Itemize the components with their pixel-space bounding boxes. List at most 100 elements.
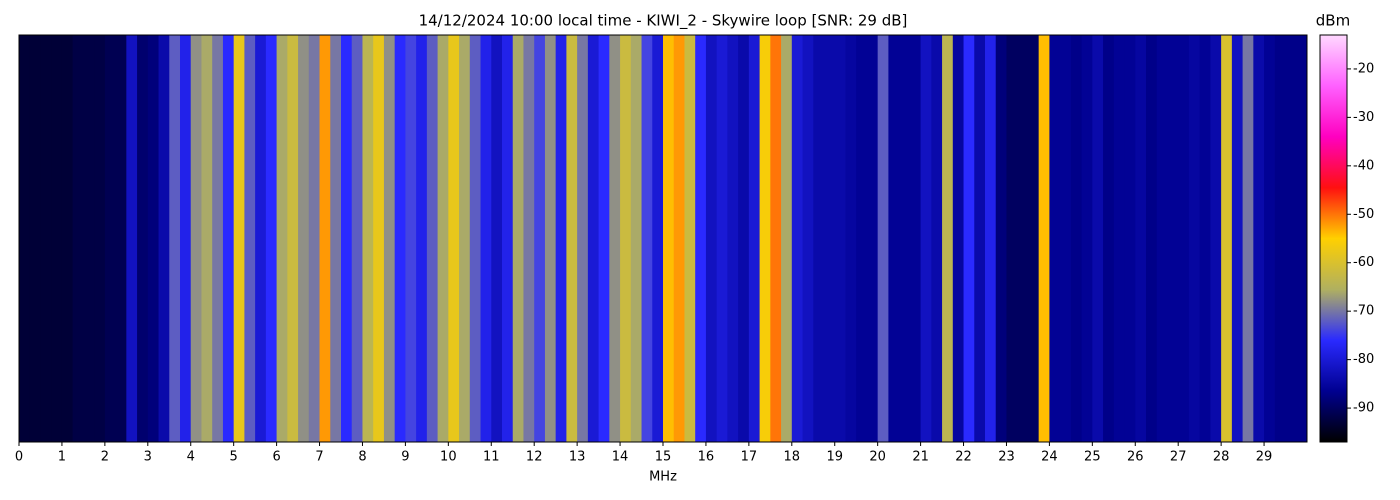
heatmap-cell [1285, 35, 1297, 442]
heatmap-cell [534, 35, 546, 442]
heatmap-cell [319, 35, 331, 442]
chart-title: 14/12/2024 10:00 local time - KIWI_2 - S… [419, 12, 908, 31]
x-tick-label: 18 [784, 450, 801, 465]
heatmap-cell [523, 35, 535, 442]
heatmap-cell [1017, 35, 1029, 442]
heatmap-cell [652, 35, 664, 442]
heatmap-cell [1231, 35, 1244, 442]
x-tick-label: 8 [358, 450, 366, 465]
heatmap-cell [51, 35, 63, 442]
heatmap-cell [426, 35, 439, 442]
x-tick-label: 15 [655, 450, 672, 465]
heatmap-cell [437, 35, 449, 442]
heatmap-cell [577, 35, 589, 442]
heatmap-cell [877, 35, 889, 442]
heatmap-cell [1146, 35, 1158, 442]
heatmap-cell [137, 35, 149, 442]
x-tick-label: 22 [955, 450, 972, 465]
x-tick-label: 2 [101, 450, 109, 465]
heatmap-cell [491, 35, 503, 442]
heatmap-cell [609, 35, 621, 442]
heatmap-cell [298, 35, 310, 442]
heatmap-cell [1221, 35, 1233, 442]
heatmap-cell [212, 35, 224, 442]
heatmap-cell [1167, 35, 1179, 442]
heatmap-cell [856, 35, 868, 442]
heatmap-cell [222, 35, 235, 442]
heatmap-cell [19, 35, 31, 442]
heatmap-cell [1060, 35, 1072, 442]
heatmap-cell [566, 35, 578, 442]
heatmap-cell [813, 35, 825, 442]
heatmap-cell [888, 35, 900, 442]
x-tick-label: 28 [1213, 450, 1230, 465]
x-tick-label: 13 [569, 450, 586, 465]
x-tick-label: 26 [1127, 450, 1144, 465]
heatmap-cell [233, 35, 245, 442]
heatmap-cell [1264, 35, 1276, 442]
heatmap-cell [1113, 35, 1126, 442]
x-tick-label: 5 [230, 450, 238, 465]
heatmap-cell [416, 35, 428, 442]
heatmap-cell [104, 35, 117, 442]
heatmap-cell [684, 35, 696, 442]
heatmap-cell [72, 35, 84, 442]
heatmap-cell [834, 35, 846, 442]
heatmap-cell [1092, 35, 1104, 442]
heatmap-cell [115, 35, 127, 442]
heatmap-cell [1199, 35, 1211, 442]
heatmap-cell [1124, 35, 1136, 442]
x-tick-label: 16 [698, 450, 715, 465]
x-tick-label: 21 [912, 450, 929, 465]
heatmap-cell [158, 35, 170, 442]
heatmap-cell [759, 35, 771, 442]
heatmap-cell [1081, 35, 1093, 442]
colorbar-tick-label: -40 [1353, 158, 1374, 173]
colorbar [1319, 34, 1348, 443]
x-tick-label: 25 [1084, 450, 1101, 465]
heatmap-cell [985, 35, 997, 442]
heatmap-cell [942, 35, 954, 442]
heatmap-cell [845, 35, 857, 442]
heatmap-cell [587, 35, 600, 442]
heatmap-cell [330, 35, 342, 442]
heatmap-cell [201, 35, 213, 442]
heatmap-cell [83, 35, 95, 442]
heatmap-cell [459, 35, 471, 442]
heatmap-cell [383, 35, 396, 442]
heatmap-cell [40, 35, 52, 442]
x-tick-label: 27 [1170, 450, 1187, 465]
heatmap-cell [802, 35, 814, 442]
heatmap-cell [1049, 35, 1061, 442]
colorbar-tick-label: -20 [1353, 61, 1374, 76]
heatmap-cell [29, 35, 41, 442]
heatmap-cell [180, 35, 192, 442]
heatmap-cell [770, 35, 782, 442]
heatmap-cell [351, 35, 363, 442]
heatmap-cell [1242, 35, 1254, 442]
heatmap-cell [824, 35, 836, 442]
heatmap-cell [287, 35, 299, 442]
heatmap-cell [920, 35, 932, 442]
heatmap-cell [1156, 35, 1168, 442]
heatmap-cell [469, 35, 482, 442]
heatmap-cell [663, 35, 675, 442]
heatmap-cell [405, 35, 417, 442]
heatmap-cell [1253, 35, 1265, 442]
heatmap-cell [748, 35, 761, 442]
heatmap-cell [630, 35, 643, 442]
heatmap-cell [598, 35, 610, 442]
colorbar-tick-label: -70 [1353, 304, 1374, 319]
x-tick-label: 12 [526, 450, 543, 465]
heatmap-cell [480, 35, 492, 442]
heatmap-cell [791, 35, 804, 442]
heatmap-cell [641, 35, 653, 442]
colorbar-tick-label: -80 [1353, 352, 1374, 367]
heatmap-cell [255, 35, 267, 442]
x-tick-label: 9 [401, 450, 409, 465]
heatmap-cell [705, 35, 718, 442]
heatmap-cell [512, 35, 524, 442]
x-tick-label: 6 [272, 450, 280, 465]
heatmap-cell [931, 35, 943, 442]
x-tick-label: 1 [58, 450, 66, 465]
